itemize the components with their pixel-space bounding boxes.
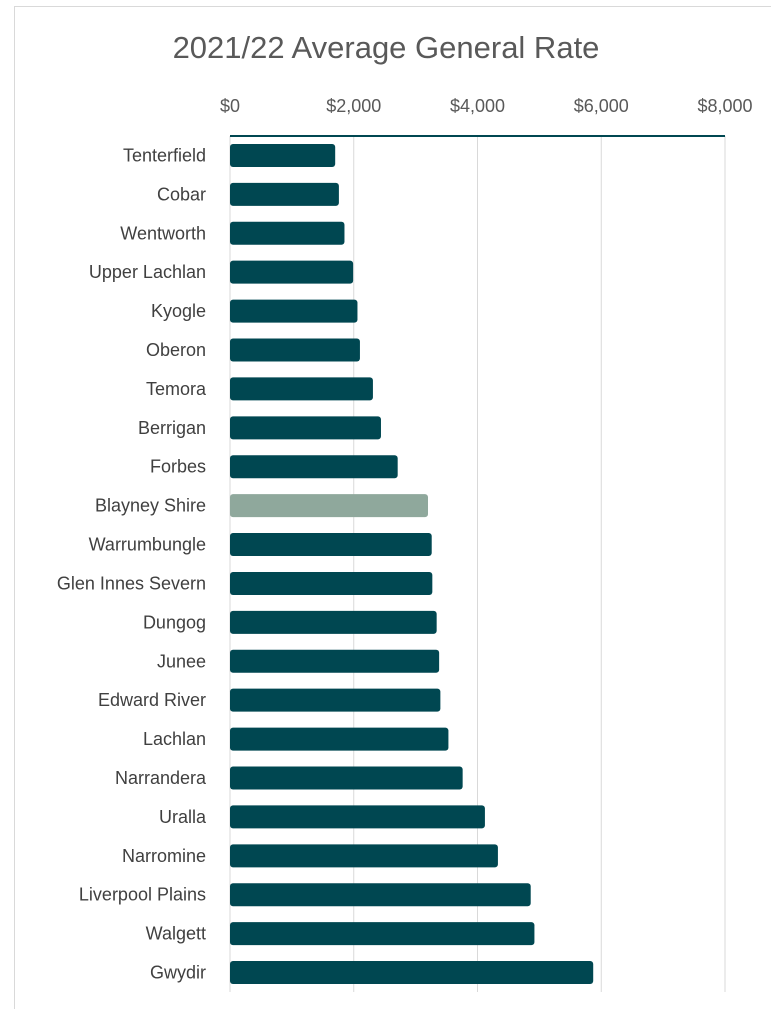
category-label: Wentworth [120, 223, 206, 243]
bar-kyogle [230, 299, 358, 323]
category-label: Uralla [159, 807, 207, 827]
bar-junee [230, 649, 440, 673]
category-label: Narrandera [115, 768, 207, 788]
category-label: Forbes [150, 457, 206, 477]
bar-wentworth [230, 221, 345, 245]
category-label: Liverpool Plains [79, 885, 206, 905]
category-label: Edward River [98, 690, 206, 710]
category-label: Walgett [146, 924, 206, 944]
bar-tenterfield [230, 143, 336, 167]
bar-uralla [230, 805, 485, 829]
bar-oberon [230, 338, 360, 362]
category-label: Kyogle [151, 301, 206, 321]
x-tick-label: $4,000 [450, 96, 505, 116]
x-tick-label: $0 [220, 96, 240, 116]
bar-lachlan [230, 727, 449, 751]
category-label: Berrigan [138, 418, 206, 438]
category-label: Glen Innes Severn [57, 573, 206, 593]
chart-title: 2021/22 Average General Rate [172, 30, 600, 65]
x-tick-label: $2,000 [326, 96, 381, 116]
bar-walgett [230, 922, 535, 946]
chart-frame [14, 6, 771, 1009]
bar-cobar [230, 182, 339, 206]
x-tick-label: $8,000 [697, 96, 752, 116]
category-label: Warrumbungle [89, 535, 206, 555]
bar-forbes [230, 455, 398, 479]
bar-narrandera [230, 766, 463, 790]
bar-berrigan [230, 416, 381, 440]
category-label: Tenterfield [123, 145, 206, 165]
category-label: Oberon [146, 340, 206, 360]
bar-temora [230, 377, 373, 401]
bar-gwydir [230, 961, 594, 985]
bar-glen-innes-severn [230, 571, 433, 595]
bar-upper-lachlan [230, 260, 354, 284]
x-tick-label: $6,000 [574, 96, 629, 116]
category-label: Lachlan [143, 729, 206, 749]
bar-edward-river [230, 688, 441, 712]
bar-liverpool-plains [230, 883, 531, 907]
bar-narromine [230, 844, 498, 868]
category-label: Gwydir [150, 963, 206, 983]
category-label: Upper Lachlan [89, 262, 206, 282]
category-label: Junee [157, 651, 206, 671]
category-label: Blayney Shire [95, 496, 206, 516]
category-label: Cobar [157, 184, 206, 204]
category-label: Narromine [122, 846, 206, 866]
bar-blayney-shire [230, 494, 428, 518]
category-label: Dungog [143, 612, 206, 632]
bar-warrumbungle [230, 533, 432, 557]
bar-dungog [230, 610, 437, 634]
category-label: Temora [146, 379, 207, 399]
